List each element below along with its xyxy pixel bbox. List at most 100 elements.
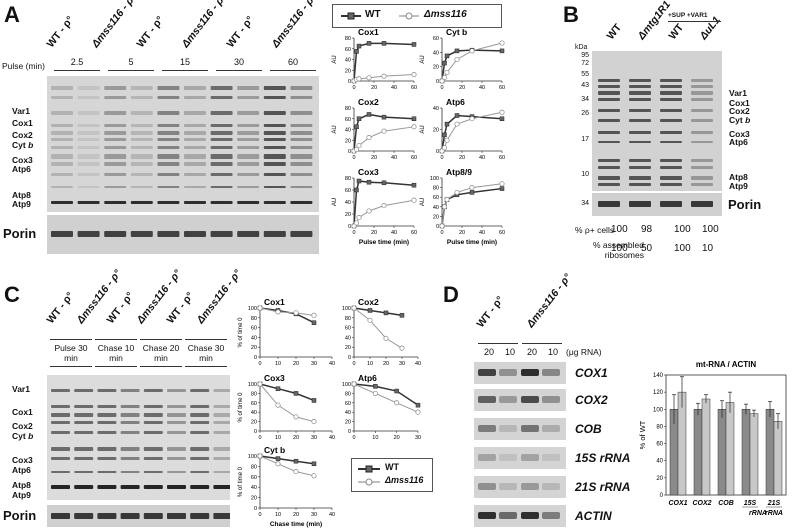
gel-band — [660, 98, 682, 101]
data-point — [415, 409, 421, 415]
northern-band — [499, 369, 517, 376]
data-point — [293, 458, 299, 464]
gel-band — [263, 138, 286, 141]
lane-label: WT - ρ° — [164, 289, 197, 326]
gel-band — [97, 513, 117, 519]
gel-band — [51, 154, 73, 159]
gel-band — [130, 86, 153, 90]
northern-bands — [478, 396, 560, 403]
gel-band — [77, 154, 100, 159]
gel-band — [157, 138, 180, 141]
gel-band — [263, 131, 286, 135]
sup-label: +SUP +VAR1 — [668, 12, 708, 19]
northern-bands — [478, 425, 560, 432]
gel-band — [51, 447, 70, 451]
x-tick-label: 30 — [311, 512, 317, 518]
gel-band — [210, 146, 233, 149]
gel-band — [190, 421, 210, 424]
data-point — [356, 143, 362, 149]
chart-title: Atp6 — [446, 97, 465, 107]
data-point — [469, 48, 475, 54]
gel-band — [629, 119, 651, 122]
gel-band — [184, 86, 206, 90]
x-tick-label: 20 — [293, 512, 299, 518]
series-line — [259, 383, 315, 402]
series-line — [259, 383, 315, 423]
y-tick-label: 0 — [436, 149, 439, 155]
gel-band — [97, 431, 117, 434]
y-tick-label: 60 — [345, 117, 351, 123]
northern-bands — [478, 512, 560, 519]
gel-band — [598, 176, 620, 180]
data-point — [311, 398, 317, 403]
northern-band — [542, 425, 560, 432]
chart-title: Cox2 — [358, 297, 379, 307]
gel-band — [130, 146, 153, 149]
x-tick-label: 20 — [371, 155, 377, 161]
gel-band — [629, 109, 651, 112]
gel-band — [190, 457, 210, 460]
condition-underline — [140, 366, 182, 367]
gel-band — [97, 405, 117, 408]
line-chart: Cox2 AU 0 20 40 60 80 0 20 40 60 — [332, 97, 417, 161]
legend-a-mut: Δmss116 — [424, 9, 467, 20]
gel-band — [130, 131, 153, 135]
gel-band — [691, 109, 713, 112]
data-point — [383, 310, 389, 316]
ribo-label: % assembled ribosomes — [592, 240, 644, 260]
gel-band — [77, 201, 100, 204]
data-point — [444, 137, 450, 143]
y-tick-label: 80 — [251, 391, 257, 397]
gel-band — [691, 79, 713, 82]
gel-band — [263, 231, 286, 237]
band-label: Atp6 — [12, 465, 31, 475]
northern-band — [521, 454, 539, 461]
lane-label: Δmss116 - ρ° — [269, 0, 319, 50]
x-tick-label: 30 — [311, 435, 317, 441]
gel-band — [104, 201, 127, 204]
gel-band — [213, 389, 233, 392]
gel-band — [143, 405, 163, 408]
y-tick-label: 0 — [348, 149, 351, 155]
series-line — [353, 180, 415, 227]
gel-band — [691, 159, 713, 162]
gel-band — [51, 131, 73, 135]
gel-band — [130, 124, 153, 127]
northern-band — [478, 512, 496, 519]
x-tick-label: 20 — [293, 435, 299, 441]
gel-band — [51, 471, 70, 473]
gel-band — [130, 111, 153, 115]
pulse-underline — [216, 70, 262, 71]
data-point — [351, 381, 357, 387]
data-point — [441, 204, 448, 210]
band-label: Cyt b — [729, 115, 751, 125]
x-tick-label: 0 — [352, 361, 355, 367]
lane-label: WT - ρ° — [224, 13, 257, 50]
gel-band — [77, 231, 100, 237]
gel-band — [157, 86, 180, 90]
gel-band — [97, 447, 117, 451]
gel-band — [213, 431, 233, 434]
x-tick-label: 0 — [352, 230, 355, 236]
gel-band — [660, 141, 682, 143]
data-point — [442, 132, 447, 138]
wt-underline — [478, 343, 518, 344]
pulse-time: 60 — [287, 57, 298, 67]
pulse-underline — [54, 70, 100, 71]
rho-label: % ρ+ cells — [575, 225, 615, 235]
porin-blot-c — [47, 505, 233, 527]
gel-band — [190, 431, 210, 434]
gel-band — [184, 96, 206, 99]
gel-band — [167, 457, 186, 460]
gel-band — [190, 471, 210, 473]
gel-band — [130, 173, 153, 176]
condition-overline — [185, 339, 227, 340]
category-label: 21S — [767, 500, 781, 507]
y-tick-label: 40 — [345, 410, 351, 416]
series-line — [353, 307, 403, 349]
gel-band — [660, 176, 682, 180]
data-point — [411, 116, 417, 121]
x-tick-label: 40 — [479, 155, 485, 161]
gel-band — [629, 176, 651, 180]
gel-band — [143, 421, 163, 424]
